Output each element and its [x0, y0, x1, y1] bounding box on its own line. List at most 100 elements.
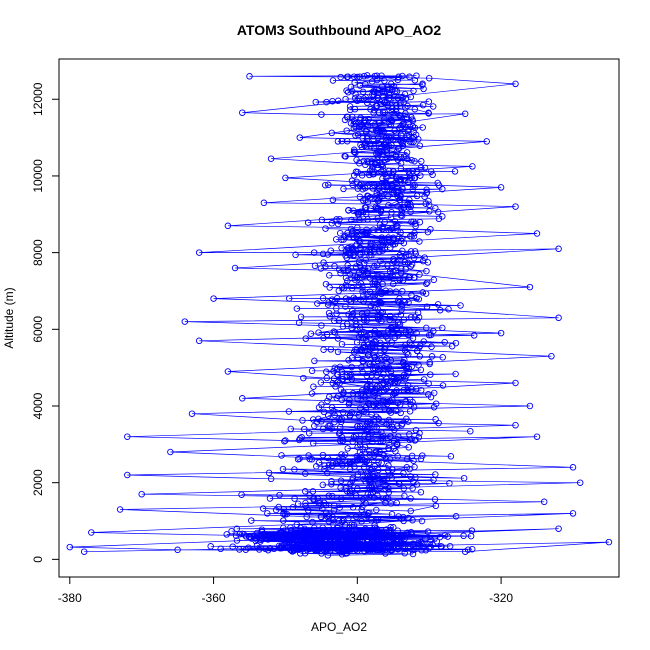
- data-point: [417, 538, 424, 546]
- data-point: [325, 181, 332, 189]
- data-point: [409, 550, 417, 558]
- data-point: [295, 319, 303, 327]
- y-axis-label: Altitude (m): [2, 287, 16, 348]
- data-point: [461, 548, 469, 555]
- data-point: [282, 174, 289, 182]
- data-point: [329, 379, 337, 387]
- data-point: [347, 83, 355, 91]
- data-point: [350, 121, 357, 128]
- data-point: [375, 331, 383, 338]
- data-point: [358, 387, 366, 394]
- data-point: [349, 458, 357, 465]
- data-point: [319, 451, 327, 459]
- data-point: [348, 371, 355, 379]
- data-point: [310, 495, 317, 502]
- data-point: [337, 386, 345, 393]
- data-point: [407, 473, 414, 480]
- data-point: [381, 141, 388, 149]
- data-point: [369, 488, 377, 496]
- data-point: [365, 400, 372, 407]
- data-point: [497, 329, 505, 337]
- data-point: [415, 361, 422, 369]
- data-point: [323, 331, 331, 338]
- data-point: [414, 347, 421, 355]
- data-point: [348, 313, 356, 320]
- data-point: [389, 466, 396, 473]
- data-point: [382, 138, 390, 146]
- data-point: [373, 262, 381, 269]
- data-point: [423, 186, 430, 193]
- data-point: [395, 73, 402, 81]
- data-point: [356, 73, 363, 80]
- data-point: [394, 202, 401, 210]
- data-point: [349, 310, 357, 318]
- data-point: [368, 429, 375, 437]
- data-point: [400, 386, 408, 394]
- data-point: [364, 473, 372, 480]
- data-point: [309, 539, 317, 546]
- data-point: [353, 178, 361, 186]
- data-point: [337, 477, 345, 484]
- data-point: [342, 274, 350, 282]
- data-point: [318, 401, 325, 408]
- data-point: [378, 418, 386, 426]
- data-point: [346, 412, 354, 420]
- data-point: [379, 309, 386, 316]
- data-point: [363, 72, 371, 79]
- data-point: [419, 289, 427, 296]
- data-point: [533, 230, 541, 237]
- data-point: [336, 437, 344, 444]
- data-point: [330, 375, 338, 382]
- data-point: [358, 172, 366, 179]
- data-point: [349, 477, 356, 484]
- data-point: [364, 229, 371, 236]
- data-point: [380, 241, 387, 248]
- data-point: [427, 536, 435, 544]
- data-point: [414, 309, 422, 317]
- data-point: [267, 155, 275, 162]
- data-point: [377, 349, 384, 357]
- data-point: [390, 315, 398, 322]
- data-point: [351, 148, 358, 156]
- data-point: [233, 537, 241, 544]
- data-point: [375, 276, 382, 284]
- data-point: [483, 138, 490, 145]
- data-point: [344, 262, 351, 269]
- data-point: [424, 259, 432, 266]
- data-point: [404, 259, 412, 267]
- data-point: [396, 276, 403, 284]
- data-point: [278, 452, 285, 459]
- data-point: [328, 129, 336, 137]
- data-point: [359, 358, 367, 365]
- data-point: [406, 73, 413, 81]
- data-point: [371, 524, 379, 531]
- data-point: [331, 502, 338, 509]
- data-point: [315, 329, 322, 336]
- data-point: [428, 343, 435, 351]
- data-point: [224, 368, 232, 375]
- data-point: [348, 324, 355, 332]
- data-point: [360, 463, 368, 471]
- data-point: [377, 257, 384, 265]
- data-point: [302, 335, 310, 342]
- data-point: [395, 433, 402, 440]
- data-point: [346, 106, 354, 114]
- data-point: [404, 386, 411, 393]
- data-point: [439, 213, 446, 220]
- data-point: [432, 471, 439, 478]
- data-point: [426, 208, 433, 215]
- data-point: [425, 201, 433, 208]
- data-point: [138, 490, 145, 498]
- data-point: [301, 470, 309, 477]
- data-point: [383, 149, 391, 156]
- data-point: [360, 291, 367, 299]
- data-point: [425, 380, 432, 387]
- data-point: [382, 180, 390, 187]
- y-axis: 0 2000 4000 6000 8000 10000 12000: [31, 82, 60, 563]
- data-point: [308, 456, 316, 463]
- data-point: [391, 127, 398, 134]
- data-point: [336, 229, 344, 237]
- data-point: [355, 282, 362, 289]
- data-point: [411, 248, 419, 255]
- data-point: [292, 251, 299, 259]
